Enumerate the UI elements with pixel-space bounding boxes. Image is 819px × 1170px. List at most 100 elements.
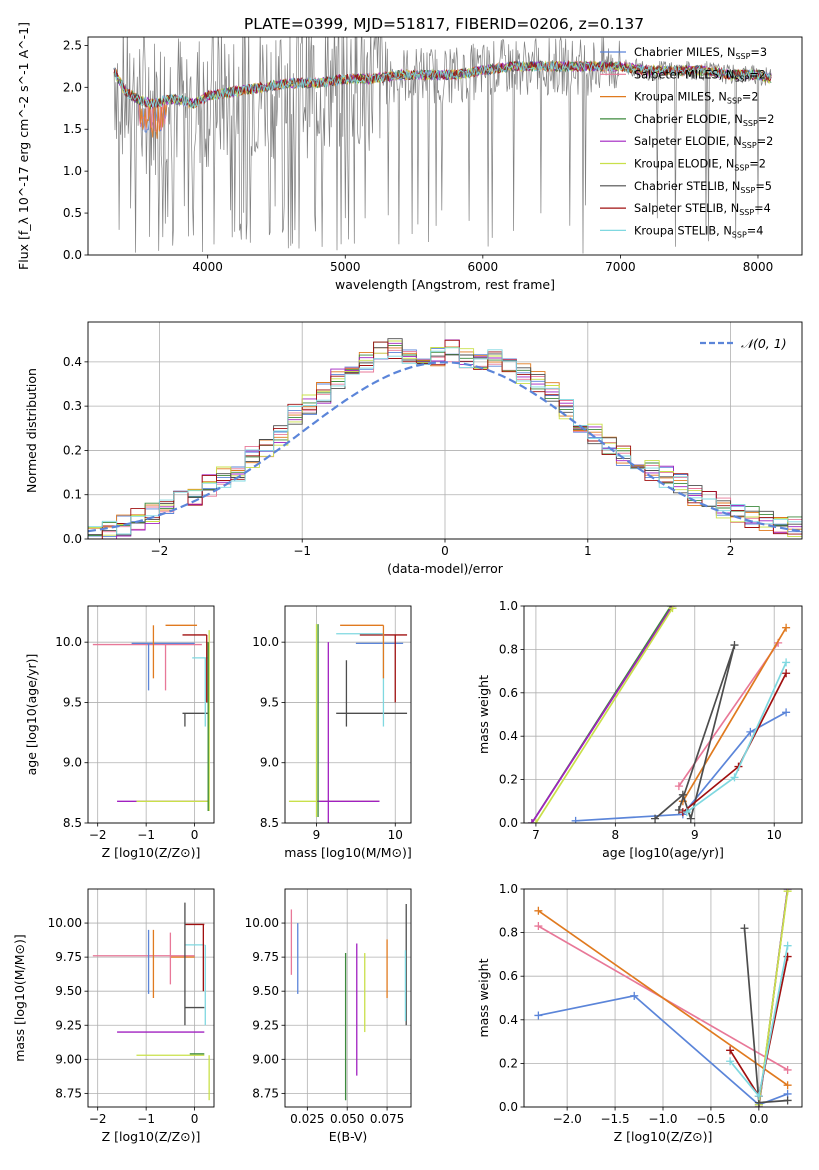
y-tick-label: 9.00 bbox=[252, 1052, 279, 1066]
plot-area bbox=[290, 903, 407, 1101]
weight-marker-kroupa_stelib bbox=[682, 808, 691, 817]
panel-8: −2.0 −1.5 −1.0 −0.5 0.0 0.0 0.2 0.4 0.6 0.8 1.0 Z [… bbox=[476, 882, 803, 1144]
legend-label-main: Chabrier ELODIE, N bbox=[634, 113, 743, 126]
y-tick-label: 0.0 bbox=[63, 248, 82, 262]
spectrum-data-line bbox=[113, 37, 772, 254]
y-axis-label: mass [log10(M/M⊙)] bbox=[12, 934, 27, 1062]
weight-marker-kroupa_stelib bbox=[783, 941, 792, 950]
legend-label: 𝒩(0, 1) bbox=[741, 336, 787, 351]
legend-label-sub: SSP bbox=[740, 186, 755, 195]
y-tick-label: 9.5 bbox=[260, 695, 279, 709]
legend-label-suffix: =4 bbox=[747, 224, 764, 237]
legend-label-sub: SSP bbox=[743, 119, 758, 128]
weight-line-salpeter_elodie bbox=[531, 606, 674, 823]
weight-line-chabrier_stelib bbox=[743, 928, 788, 1104]
panel-7: 0.025 0.050 0.075 8.75 9.00 9.25 9.50 9.75 10.00… bbox=[245, 888, 412, 1144]
x-axis-label: Z [log10(Z/Z⊙)] bbox=[102, 1129, 201, 1144]
legend-label-main: Salpeter STELIB, N bbox=[634, 202, 739, 215]
x-tick-label: 7 bbox=[532, 828, 540, 842]
weight-marker-chabrier_stelib bbox=[678, 790, 687, 799]
x-tick-label: −1 bbox=[293, 544, 311, 558]
weight-marker-kroupa_stelib bbox=[754, 1092, 763, 1101]
x-tick-label: 8000 bbox=[743, 260, 774, 274]
weight-marker-chabrier_stelib bbox=[686, 814, 695, 823]
x-axis-label: Z [log10(Z/Z⊙)] bbox=[614, 1129, 713, 1144]
weight-marker-chabrier_miles bbox=[534, 1011, 543, 1020]
y-tick-label: 0.3 bbox=[63, 399, 82, 413]
x-tick-label: 0 bbox=[441, 544, 449, 558]
weight-marker-salpeter_stelib bbox=[782, 669, 791, 678]
panel-5: 7 8 9 10 0.0 0.2 0.4 0.6 0.8 1.0 age [log10(age/yr… bbox=[476, 599, 803, 860]
histogram-salpeter_stelib bbox=[88, 339, 802, 539]
weight-marker-chabrier_stelib bbox=[730, 641, 739, 650]
x-tick-label: −1 bbox=[137, 828, 155, 842]
legend-label: Salpeter MILES, NSSP=2 bbox=[634, 68, 766, 83]
weight-marker-salpeter_miles bbox=[674, 782, 683, 791]
y-tick-label: 0.4 bbox=[499, 1013, 518, 1027]
y-tick-label: 9.5 bbox=[63, 695, 82, 709]
x-tick-label: 8 bbox=[612, 828, 620, 842]
x-tick-label: 1 bbox=[584, 544, 592, 558]
panel-1: 4000 5000 6000 7000 8000 0.0 0.5 1.0 1.5 2.0 2.5 wa… bbox=[16, 22, 803, 292]
model-line-salpeter_stelib bbox=[113, 60, 772, 109]
y-tick-label: 0.4 bbox=[499, 729, 518, 743]
legend-label: Kroupa STELIB, NSSP=4 bbox=[634, 224, 763, 239]
weight-marker-kroupa_miles bbox=[534, 906, 543, 915]
x-tick-label: 5000 bbox=[330, 260, 361, 274]
x-tick-label: 9 bbox=[691, 828, 699, 842]
weight-marker-kroupa_stelib bbox=[782, 658, 791, 667]
figure-title: PLATE=0399, MJD=51817, FIBERID=0206, z=0… bbox=[244, 15, 644, 33]
y-tick-label: 0.2 bbox=[499, 1056, 518, 1070]
normal-curve bbox=[88, 361, 802, 533]
x-tick-label: 9 bbox=[313, 828, 321, 842]
weight-marker-chabrier_miles bbox=[571, 816, 580, 823]
y-tick-label: 9.00 bbox=[55, 1052, 82, 1066]
y-tick-label: 2.5 bbox=[63, 38, 82, 52]
weight-marker-chabrier_miles bbox=[782, 708, 791, 717]
weight-marker-kroupa_elodie bbox=[668, 606, 677, 613]
legend-label-sub: SSP bbox=[742, 141, 757, 150]
legend-label-suffix: =2 bbox=[758, 113, 775, 126]
x-tick-label: −1 bbox=[137, 1112, 155, 1126]
weight-marker-salpeter_stelib bbox=[726, 1046, 735, 1055]
y-tick-label: 0.8 bbox=[499, 642, 518, 656]
y-tick-label: 1.5 bbox=[63, 122, 82, 136]
y-tick-label: 10.00 bbox=[245, 916, 279, 930]
plot-area bbox=[92, 902, 210, 1101]
y-tick-label: 9.0 bbox=[260, 756, 279, 770]
y-tick-label: 9.50 bbox=[55, 984, 82, 998]
legend-label-sub: SSP bbox=[734, 74, 749, 83]
weight-line-kroupa_miles bbox=[682, 627, 787, 802]
y-tick-label: 8.75 bbox=[55, 1086, 82, 1100]
plot-area bbox=[288, 624, 408, 823]
y-tick-label: 10.0 bbox=[55, 635, 82, 649]
x-tick-label: −0.5 bbox=[696, 1112, 725, 1126]
y-tick-label: 0.6 bbox=[499, 969, 518, 983]
y-axis-label: mass weight bbox=[476, 675, 491, 754]
y-tick-label: 1.0 bbox=[499, 882, 518, 896]
panel-6: −2 −1 0 8.75 9.00 9.25 9.50 9.75 10.00 Z [log10(Z… bbox=[12, 888, 215, 1144]
y-tick-label: 9.25 bbox=[252, 1018, 279, 1032]
x-tick-label: 2 bbox=[727, 544, 735, 558]
y-tick-label: 0.1 bbox=[63, 488, 82, 502]
legend-label-suffix: =2 bbox=[749, 68, 766, 81]
legend-label-main: Salpeter ELODIE, N bbox=[634, 135, 742, 148]
x-tick-label: −1.0 bbox=[648, 1112, 677, 1126]
x-tick-label: −2 bbox=[89, 828, 107, 842]
weight-line-chabrier_miles bbox=[575, 711, 787, 822]
panel-3: −2 −1 0 8.5 9.0 9.5 10.0 Z [log10(Z/Z⊙)] age [lo… bbox=[24, 605, 215, 860]
legend-label-sub: SSP bbox=[732, 230, 747, 239]
weight-marker-salpeter_miles bbox=[783, 1065, 792, 1074]
legend-label-main: Salpeter MILES, N bbox=[634, 68, 734, 81]
x-tick-label: 0.0 bbox=[749, 1112, 768, 1126]
y-tick-label: 9.0 bbox=[63, 756, 82, 770]
weight-marker-chabrier_stelib bbox=[783, 1096, 792, 1105]
x-axis-label: E(B-V) bbox=[329, 1129, 368, 1144]
y-tick-label: 1.0 bbox=[63, 164, 82, 178]
y-tick-label: 0.2 bbox=[63, 443, 82, 457]
y-tick-label: 10.00 bbox=[48, 916, 82, 930]
weight-line-kroupa_elodie bbox=[535, 607, 674, 823]
y-tick-label: 8.5 bbox=[260, 816, 279, 830]
legend-label: Kroupa ELODIE, NSSP=2 bbox=[634, 158, 766, 173]
legend-label: Chabrier ELODIE, NSSP=2 bbox=[634, 113, 774, 128]
